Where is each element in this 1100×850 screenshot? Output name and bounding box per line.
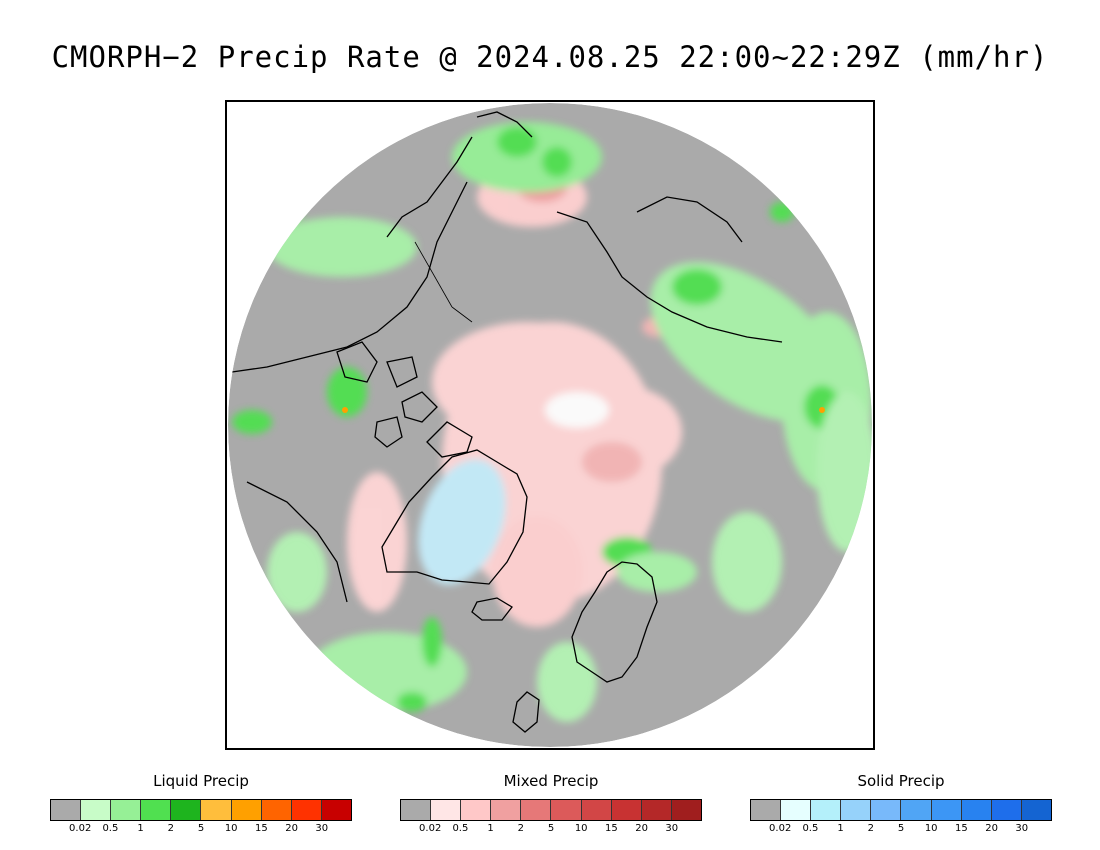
color-swatch	[401, 800, 432, 820]
color-swatch	[201, 800, 232, 820]
polar-precip-map	[228, 103, 872, 747]
tick-label: 5	[897, 823, 905, 834]
legend-title: Mixed Precip	[503, 772, 599, 790]
color-swatch	[431, 800, 462, 820]
coastlines	[231, 111, 783, 733]
color-swatch	[261, 800, 292, 820]
tick-label: 10	[574, 823, 588, 834]
tick-label: 15	[955, 823, 968, 834]
tick-labels: 0.02 0.5 1 2 5 10 15 20 30	[750, 823, 1052, 837]
tick-label: 2	[167, 823, 174, 834]
color-swatch	[141, 800, 172, 820]
color-swatch	[81, 800, 112, 820]
tick-label: 20	[985, 823, 998, 834]
color-bar	[400, 799, 702, 821]
color-swatch	[641, 800, 672, 820]
polar-map	[225, 100, 875, 750]
color-swatch	[841, 800, 872, 820]
tick-label: 15	[255, 823, 268, 834]
tick-label: 0.5	[452, 823, 469, 834]
color-swatch	[671, 800, 701, 820]
tick-label: 10	[924, 823, 938, 834]
color-swatch	[901, 800, 932, 820]
tick-label: 10	[224, 823, 238, 834]
color-swatch	[991, 800, 1022, 820]
color-swatch	[321, 800, 351, 820]
legend-liquid-precip: Liquid Precip 0.02 0.5 1 2 5 10 15 20 30	[50, 772, 352, 837]
color-swatch	[931, 800, 962, 820]
tick-label: 20	[635, 823, 648, 834]
tick-label: 0.5	[102, 823, 119, 834]
color-swatch	[781, 800, 812, 820]
color-swatch	[871, 800, 902, 820]
legend-solid-precip: Solid Precip 0.02 0.5 1 2 5 10 15 20 30	[750, 772, 1052, 837]
tick-label: 1	[837, 823, 844, 834]
color-swatch	[491, 800, 522, 820]
color-swatch	[291, 800, 322, 820]
iceland-coast	[471, 597, 513, 621]
color-swatch	[611, 800, 642, 820]
liquid-precip-canada	[267, 217, 417, 277]
color-swatch	[551, 800, 582, 820]
tick-label: 5	[197, 823, 205, 834]
color-swatch	[751, 800, 782, 820]
tick-label: 1	[137, 823, 144, 834]
tick-label: 5	[547, 823, 555, 834]
color-swatch	[461, 800, 492, 820]
solid-precip-pole	[545, 392, 609, 428]
color-swatch	[171, 800, 202, 820]
greenland-coast	[381, 449, 528, 585]
tick-label: 30	[665, 823, 679, 834]
color-swatch	[961, 800, 992, 820]
color-swatch	[811, 800, 842, 820]
tick-label: 30	[315, 823, 329, 834]
color-swatch	[521, 800, 552, 820]
tick-label: 15	[605, 823, 618, 834]
color-bar	[750, 799, 1052, 821]
legend-title: Solid Precip	[857, 772, 945, 790]
tick-label: 1	[487, 823, 494, 834]
scandinavia-coast	[571, 561, 658, 683]
tick-label: 0.02	[419, 823, 442, 834]
liquid-precip-atlantic	[307, 632, 467, 712]
color-swatch	[581, 800, 612, 820]
siberia-coast	[556, 211, 783, 343]
tick-labels: 0.02 0.5 1 2 5 10 15 20 30	[400, 823, 702, 837]
tick-label: 30	[1015, 823, 1029, 834]
color-swatch	[231, 800, 262, 820]
legend-mixed-precip: Mixed Precip 0.02 0.5 1 2 5 10 15 20 30	[400, 772, 702, 837]
map-title: CMORPH−2 Precip Rate @ 2024.08.25 22:00~…	[51, 40, 1049, 74]
north-america-coast	[231, 181, 468, 373]
color-swatch	[1021, 800, 1051, 820]
solid-precip-greenland	[418, 459, 506, 585]
legend-title: Liquid Precip	[153, 772, 249, 790]
color-bar	[50, 799, 352, 821]
tick-labels: 0.02 0.5 1 2 5 10 15 20 30	[50, 823, 352, 837]
color-swatch	[111, 800, 142, 820]
tick-label: 2	[517, 823, 524, 834]
tick-label: 0.02	[69, 823, 92, 834]
color-swatch	[51, 800, 82, 820]
tick-label: 2	[867, 823, 874, 834]
tick-label: 0.02	[769, 823, 792, 834]
tick-label: 20	[285, 823, 298, 834]
tick-label: 0.5	[802, 823, 819, 834]
